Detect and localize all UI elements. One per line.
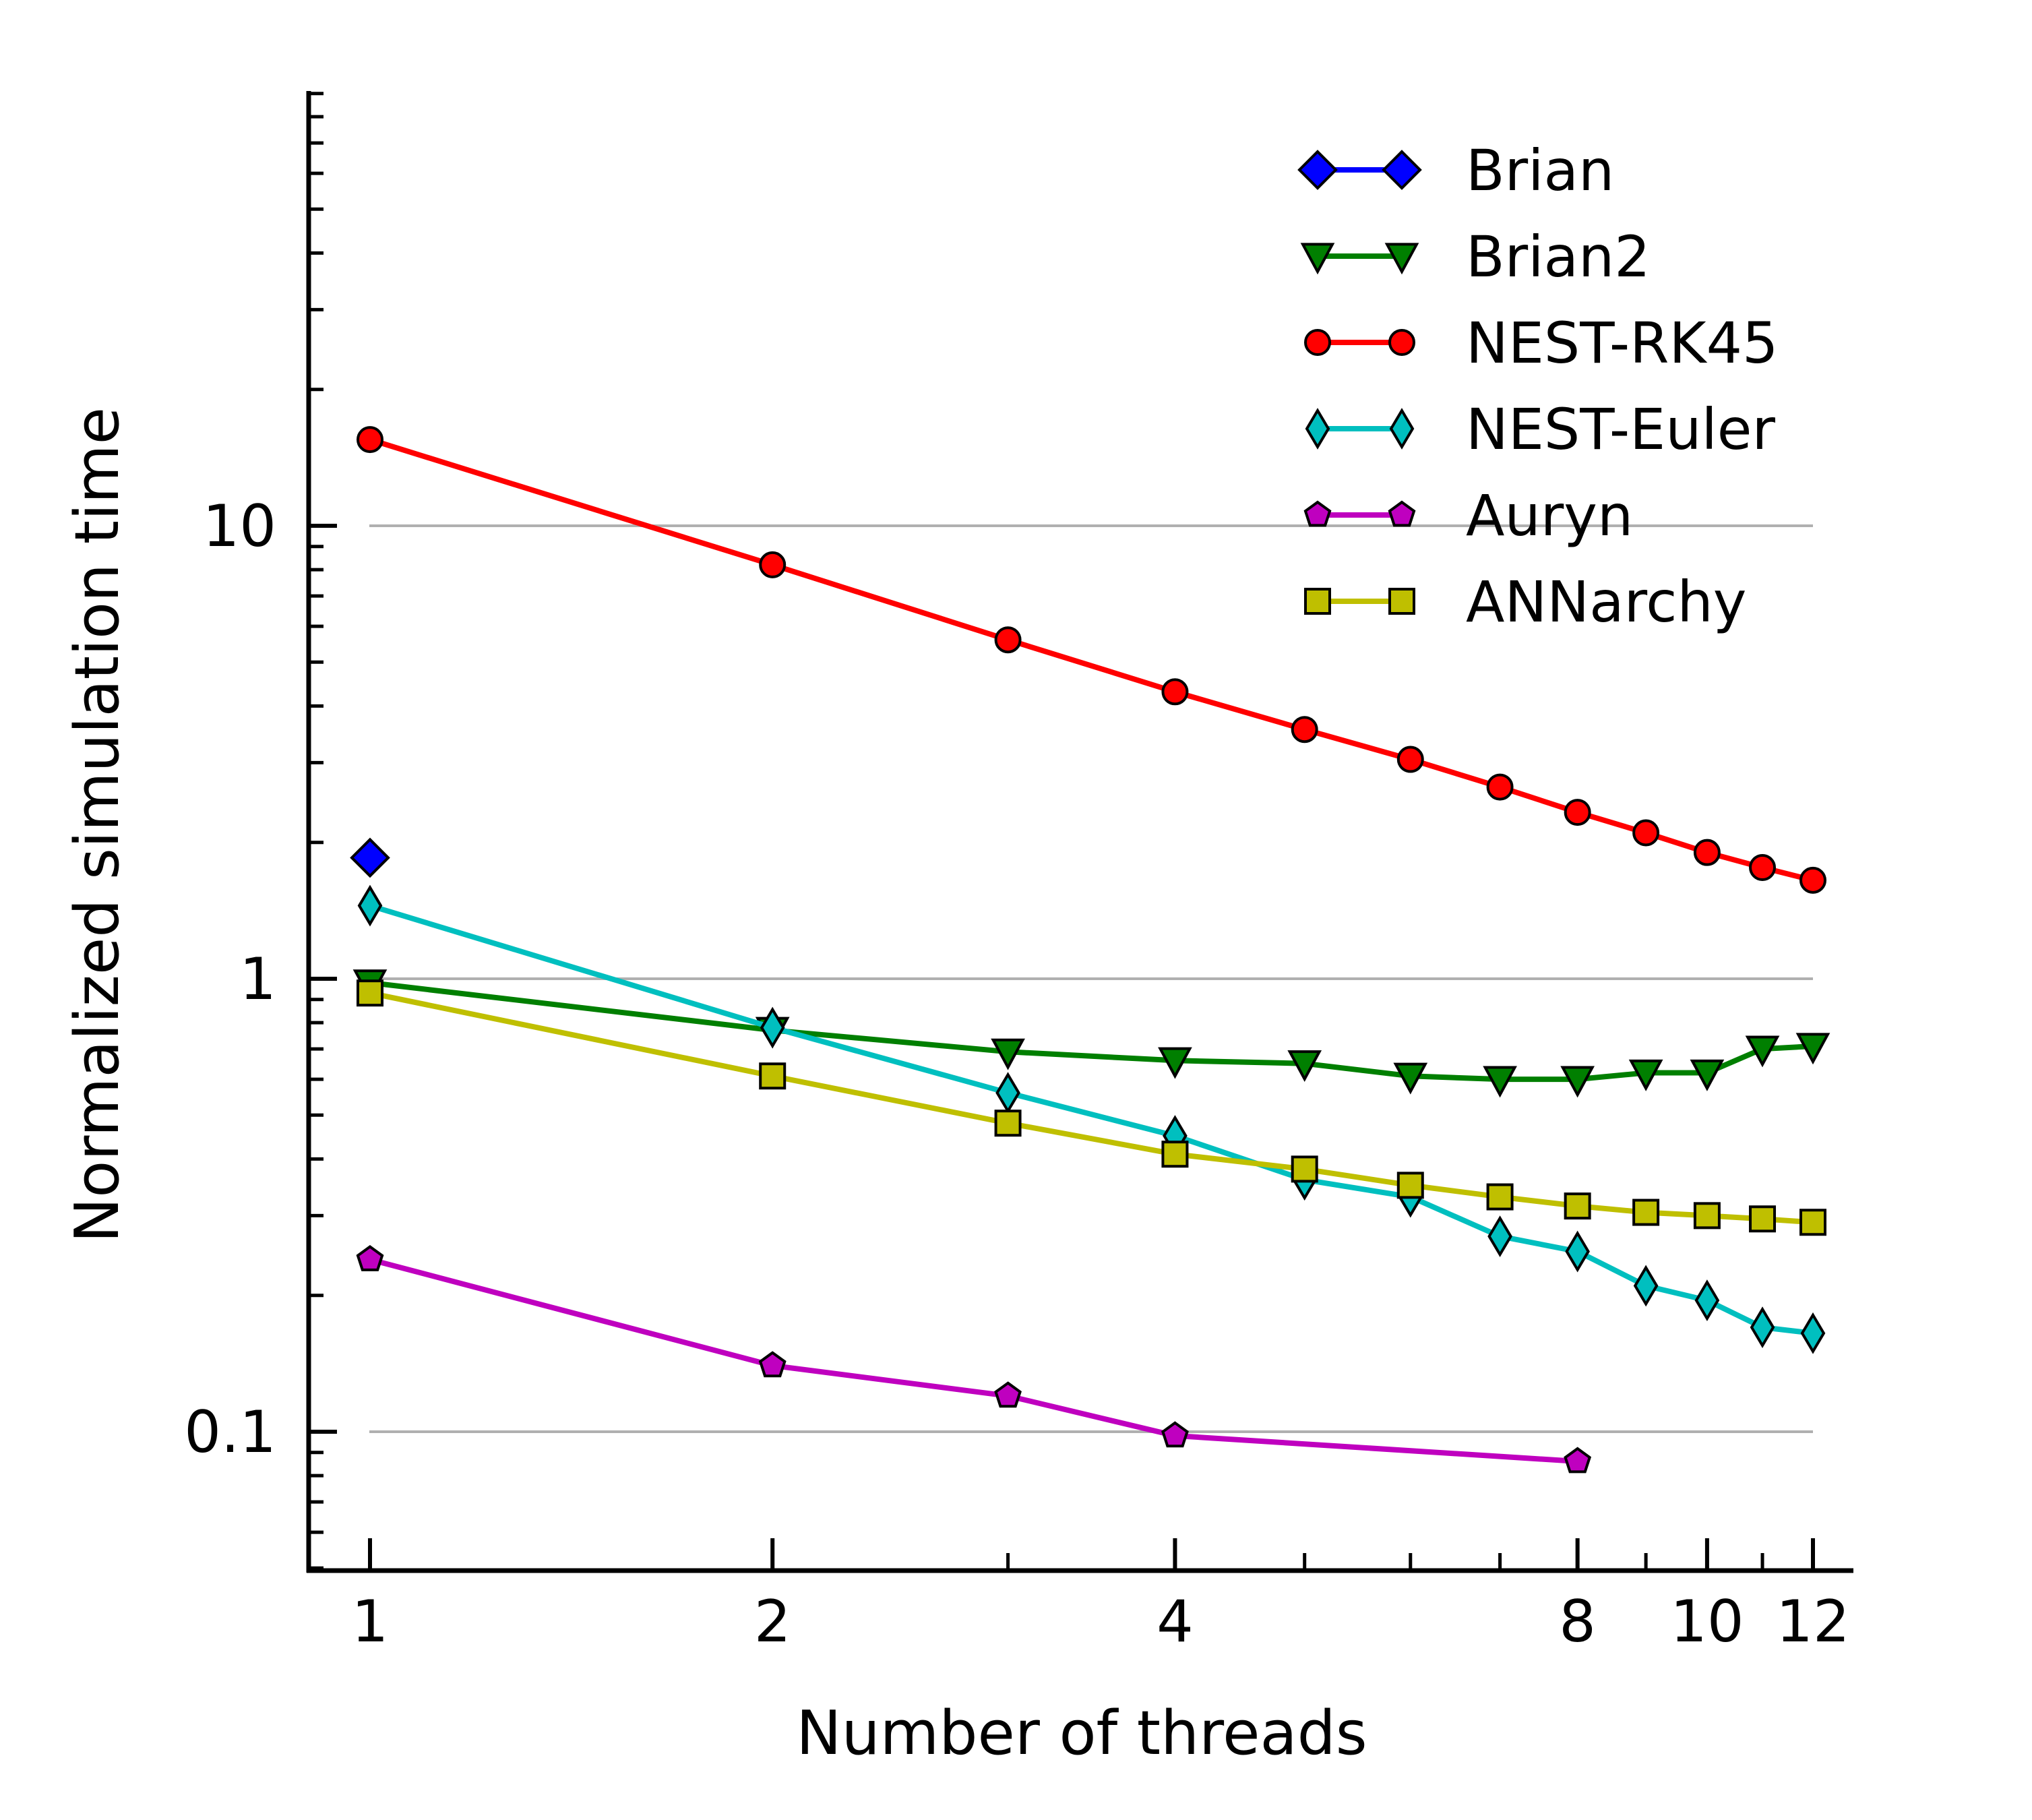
legend-item: Brian [1297, 138, 1614, 204]
data-point [1382, 150, 1422, 190]
y-axis-label: Normalized simulation time [62, 407, 133, 1243]
data-point [1396, 746, 1424, 773]
data-point [1564, 799, 1591, 826]
data-point [1161, 1141, 1189, 1168]
data-point [994, 1381, 1022, 1408]
series-nest-euler [357, 884, 1826, 1354]
data-point [995, 1072, 1020, 1114]
legend-item: Auryn [1303, 483, 1633, 549]
series-annarchy [357, 979, 1826, 1236]
data-point [1749, 854, 1777, 882]
data-point [1564, 1447, 1592, 1474]
data-point [1690, 1059, 1725, 1091]
data-point [1795, 1033, 1830, 1065]
data-point [1161, 678, 1189, 706]
data-point [1632, 1199, 1660, 1226]
legend-label: ANNarchy [1466, 569, 1746, 635]
x-tick-label: 2 [754, 1588, 791, 1656]
data-point [759, 551, 787, 578]
data-point [1483, 1066, 1517, 1098]
data-point [760, 1006, 785, 1049]
legend-label: Auryn [1466, 483, 1633, 549]
data-point [1158, 1047, 1192, 1079]
data-point [1628, 1059, 1663, 1091]
data-point [1750, 1306, 1775, 1349]
data-point [1693, 839, 1721, 866]
data-point [1799, 866, 1826, 894]
data-point [1304, 588, 1331, 615]
data-point [1486, 1183, 1514, 1211]
data-point [1396, 1172, 1424, 1199]
data-point [1749, 1205, 1777, 1233]
data-point [357, 884, 383, 927]
data-point [1305, 408, 1330, 450]
data-point [1297, 150, 1338, 190]
x-tick-label: 12 [1776, 1588, 1849, 1656]
legend-item: NEST-Euler [1305, 396, 1775, 462]
series-brian [350, 837, 390, 878]
x-tick-label: 8 [1559, 1588, 1596, 1656]
series-auryn [356, 1245, 1592, 1474]
data-point [1384, 243, 1419, 275]
data-point [1388, 500, 1416, 527]
legend-label: NEST-RK45 [1466, 310, 1778, 376]
data-point [1694, 1279, 1720, 1322]
data-point [994, 626, 1022, 654]
series-line [369, 903, 1814, 1336]
gridlines [369, 524, 1813, 1433]
data-point [1633, 1265, 1659, 1307]
data-point [1388, 588, 1415, 615]
data-point [1560, 1066, 1595, 1098]
series-layer [350, 426, 1830, 1474]
data-point [357, 426, 383, 454]
data-point [1799, 1209, 1826, 1236]
data-point [1291, 716, 1318, 744]
x-tick-label: 4 [1157, 1588, 1194, 1656]
legend-item: Brian2 [1300, 224, 1651, 290]
data-point [1564, 1192, 1591, 1220]
y-tick-label: 1 [239, 946, 276, 1013]
data-point [1303, 500, 1332, 527]
data-point [350, 837, 390, 878]
data-point [1487, 1215, 1512, 1258]
x-axis-label: Number of threads [796, 1698, 1367, 1769]
data-point [759, 1062, 787, 1090]
data-point [357, 979, 383, 1007]
legend-label: Brian [1466, 138, 1614, 204]
data-point [1287, 1050, 1322, 1083]
legend-label: Brian2 [1466, 224, 1651, 290]
series-nest-rk45 [357, 426, 1826, 894]
data-point [1800, 1312, 1826, 1354]
data-point [1161, 1421, 1189, 1448]
data-point [1393, 1062, 1428, 1095]
y-tick-label: 10 [203, 493, 276, 560]
data-point [1486, 773, 1514, 801]
legend-item: NEST-RK45 [1304, 310, 1778, 376]
data-point [1388, 329, 1415, 356]
data-point [1745, 1035, 1780, 1068]
data-point [758, 1351, 787, 1378]
data-point [991, 1038, 1025, 1070]
axes [306, 91, 1853, 1573]
legend-item: ANNarchy [1304, 569, 1746, 635]
data-point [1632, 819, 1660, 847]
y-tick-label: 0.1 [184, 1399, 276, 1466]
data-point [1291, 1155, 1318, 1183]
x-tick-label: 10 [1670, 1588, 1744, 1656]
data-point [356, 1245, 384, 1271]
x-tick-label: 1 [352, 1588, 389, 1656]
data-point [1300, 243, 1335, 275]
data-point [1389, 408, 1415, 450]
data-point [1304, 329, 1331, 356]
series-line [369, 990, 1814, 1225]
data-point [1565, 1230, 1590, 1273]
series-line [369, 979, 1814, 1083]
data-point [1693, 1202, 1721, 1230]
legend: Brian Brian2 NEST-RK45 NEST-Euler Auryn ANNar… [1297, 138, 1778, 635]
legend-label: NEST-Euler [1466, 396, 1775, 462]
data-point [994, 1110, 1022, 1137]
